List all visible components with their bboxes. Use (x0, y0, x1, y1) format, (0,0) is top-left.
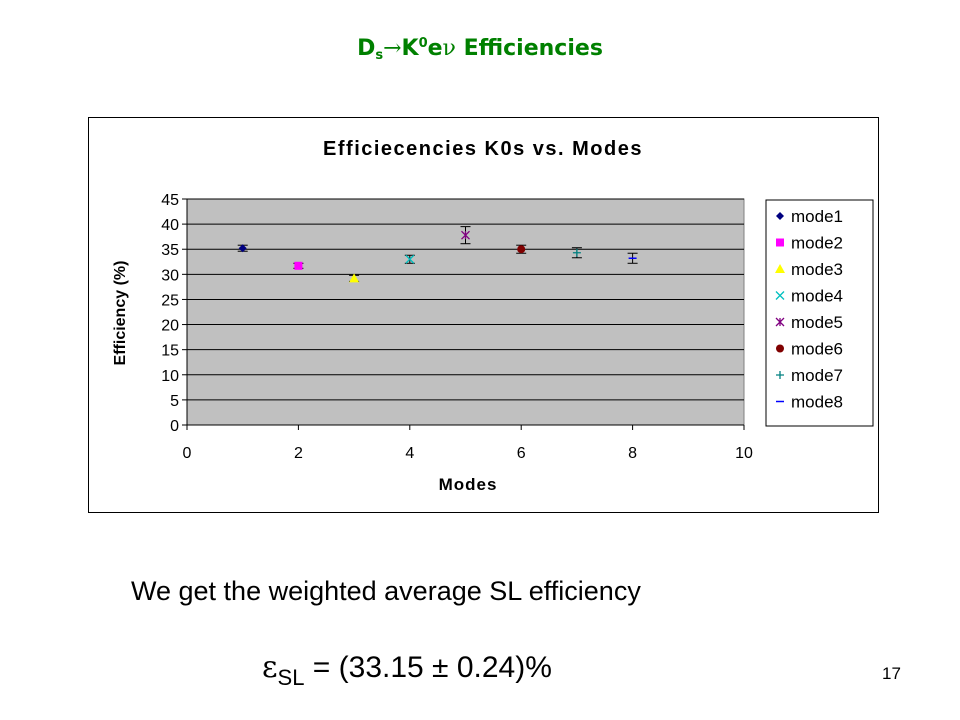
epsilon-symbol: ε (262, 650, 278, 685)
efficiency-chart: Efficiecencies K0s vs. Modes 05101520253… (112, 138, 874, 494)
legend-marker-mode5 (775, 317, 785, 327)
legend-label: mode3 (791, 260, 843, 279)
data-point-mode7 (572, 248, 581, 257)
data-point-mode5 (461, 230, 470, 240)
legend-marker-mode3 (775, 264, 785, 273)
plot-area: 0 5 10 15 20 25 30 35 40 45 0 2 4 6 8 10 (161, 192, 753, 462)
legend-marker-mode6 (776, 344, 784, 353)
y-tick-label: 30 (161, 267, 179, 284)
body-text: We get the weighted average SL efficienc… (131, 576, 641, 606)
slide-title: Ds→K0eν Efficiencies (0, 36, 960, 63)
efficiency-formula: εSL = (33.15 ± 0.24)% (262, 650, 552, 691)
legend-marker-mode4 (775, 291, 785, 300)
y-tick-label: 0 (170, 418, 179, 435)
data-point-mode3 (349, 273, 360, 283)
legend-label: mode4 (791, 287, 843, 306)
x-tick-label: 4 (405, 445, 414, 462)
x-tick-label: 0 (183, 445, 192, 462)
x-tick-label: 8 (628, 445, 637, 462)
title-e: e (427, 36, 443, 61)
legend-label: mode1 (791, 207, 843, 226)
title-nu: ν (442, 36, 456, 61)
formula-subscript: SL (277, 665, 305, 690)
legend-marker-mode7 (776, 371, 784, 379)
legend-label: mode5 (791, 313, 843, 332)
chart-area: Efficiecencies K0s vs. Modes 0 5 10 15 20 25 3… (88, 117, 879, 513)
title-rest: Efficiencies (455, 36, 603, 61)
title-sup-0: 0 (418, 36, 428, 51)
x-axis-label: Modes (439, 475, 498, 494)
x-tick-label: 10 (735, 445, 753, 462)
title-d: D (357, 36, 376, 61)
legend: mode1 mode2 mode3 mode4 mode5 mode6 mode7 mode8 (765, 199, 874, 427)
legend-marker-mode2 (776, 238, 784, 247)
x-tick-label: 6 (517, 445, 526, 462)
data-point-mode2 (294, 261, 303, 270)
y-axis-label: Efficiency (%) (112, 261, 129, 366)
data-point-mode1 (238, 244, 247, 253)
title-sub-s: s (375, 48, 384, 63)
y-tick-label: 35 (161, 242, 179, 259)
y-tick-label: 40 (161, 217, 179, 234)
y-tick-label: 20 (161, 318, 179, 335)
y-tick-label: 45 (161, 192, 179, 209)
legend-label: mode6 (791, 340, 843, 359)
y-tick-label: 10 (161, 368, 179, 385)
legend-label: mode2 (791, 234, 843, 253)
y-tick-label: 5 (170, 393, 179, 410)
formula-value: = (33.15 ± 0.24)% (304, 651, 552, 684)
legend-marker-mode1 (776, 212, 784, 220)
chart-title: Efficiecencies K0s vs. Modes (323, 138, 643, 160)
data-point-mode6 (517, 245, 526, 254)
data-point-mode4 (405, 254, 415, 264)
x-tick-label: 2 (294, 445, 303, 462)
legend-label: mode7 (791, 366, 843, 385)
arrow-icon: → (383, 36, 402, 61)
y-tick-label: 15 (161, 343, 179, 360)
page-number: 17 (882, 664, 901, 683)
y-tick-label: 25 (161, 292, 179, 309)
legend-box (765, 199, 874, 427)
legend-label: mode8 (791, 393, 843, 412)
title-k: K (401, 36, 419, 61)
